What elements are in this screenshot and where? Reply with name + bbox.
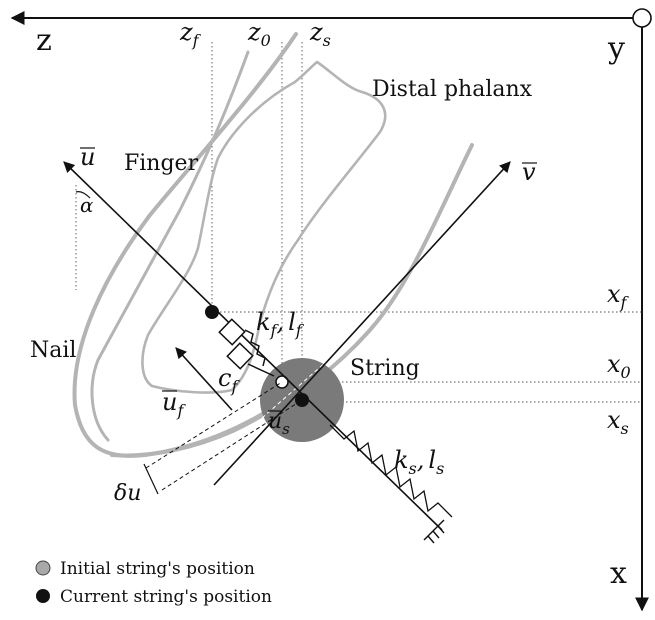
string-dashed-line [261,347,343,419]
finger-spring-box [218,318,246,346]
z-axis-label: z [36,23,52,58]
v-label: v [522,158,536,186]
distal-phalanx-label: Distal phalanx [372,77,533,102]
xs-label: xs [607,406,629,438]
delta-u-bracket [143,463,159,495]
anchor-hatch-2 [432,530,440,539]
uf-arrow [175,347,233,411]
xf-label: xf [607,280,630,312]
legend: Initial string's position Current string… [35,559,272,607]
v-axis-arrow [213,161,511,486]
alpha-label: α [80,193,94,217]
distal-phalanx-outline [141,60,387,394]
string-spring-zigzag [329,424,453,518]
finger-label: Finger [124,151,199,176]
string-spring-anchor [423,519,445,544]
delta-u-label: δu [114,481,141,506]
u-axis-arrow [63,161,443,531]
finger-spring-zigzag [244,329,266,367]
current-string-point [295,393,309,407]
finger-damper-box [226,342,254,370]
anchor-bar [423,519,445,541]
finger-contact-point [205,305,219,319]
u-label: u [80,143,95,171]
reference-lines [75,42,642,403]
us-label: us [268,409,290,438]
y-axis-label: y [607,31,625,66]
x-axis-label: x [610,556,627,591]
zf-label: zf [179,18,202,50]
alpha-arc [75,191,91,199]
finger-damper-link [247,363,275,377]
zs-label: zs [309,18,331,50]
legend-current-marker [36,589,50,603]
y-axis-origin [632,8,652,28]
kf-lf-label: kf, lf [256,308,305,340]
x-position-labels: xf x0 xs [607,280,631,438]
legend-initial-label: Initial string's position [60,559,255,579]
cf-label: cf [218,364,240,396]
ks-ls-label: ks, ls [394,446,444,478]
z0-label: z0 [247,18,271,50]
string-label: String [350,356,420,381]
delta-u-line-1 [145,381,283,469]
nail-outline [90,50,250,442]
z-position-labels: zf z0 zs [179,18,331,50]
uf-label: uf [162,388,186,420]
delta-u-construction [145,381,303,491]
anchor-hatch-1 [427,535,435,544]
legend-current-label: Current string's position [60,587,272,607]
x0-label: x0 [607,350,631,382]
finger-spring-damper [218,318,275,377]
legend-initial-marker [35,560,51,576]
nail-label: Nail [30,338,76,363]
initial-string-marker [275,375,289,389]
anchor-hatch-3 [437,525,445,534]
